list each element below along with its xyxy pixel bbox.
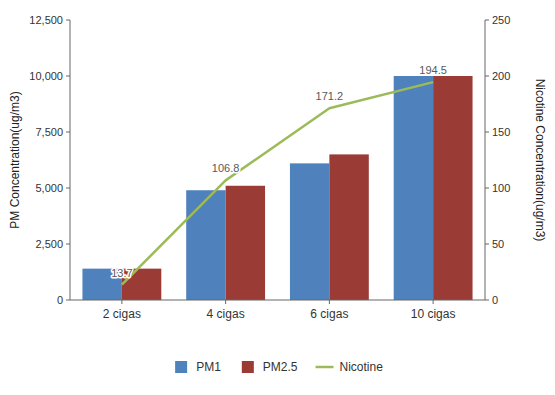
x-tick [225, 300, 226, 304]
x-tick-label: 10 cigas [411, 307, 456, 321]
data-labels: 13.7 106.8 171.2 194.5 [111, 64, 447, 278]
y2-tick [485, 188, 489, 189]
axes: 2 cigas 4 cigas 6 cigas 10 cigas 0 2,500 5,000… [8, 14, 547, 321]
y-tick [66, 76, 70, 77]
y2-tick [485, 132, 489, 133]
legend-label: PM1 [196, 360, 221, 374]
x-tick-label: 6 cigas [310, 307, 348, 321]
legend: PM1 PM2.5 Nicotine [175, 360, 383, 374]
y2-tick [485, 76, 489, 77]
y-tick [66, 244, 70, 245]
y2-tick-label: 200 [492, 70, 510, 82]
y-tick [66, 300, 70, 301]
y2-tick-label: 50 [492, 238, 504, 250]
y-tick [66, 132, 70, 133]
y-tick-label: 7,500 [35, 126, 63, 138]
y-tick-label: 2,500 [35, 238, 63, 250]
data-label: 194.5 [419, 64, 447, 76]
x-tick [329, 300, 330, 304]
y2-tick [485, 300, 489, 301]
y2-tick-label: 100 [492, 182, 510, 194]
y-tick-label: 0 [57, 294, 63, 306]
legend-item: Nicotine [316, 360, 384, 374]
bar [226, 186, 265, 300]
y2-tick [485, 20, 489, 21]
y2-tick-label: 250 [492, 14, 510, 26]
bar [433, 76, 472, 300]
legend-label: PM2.5 [263, 360, 298, 374]
chart: 13.7 106.8 171.2 194.5 2 cigas 4 cigas 6 cigas… [0, 0, 555, 395]
x-tick [121, 300, 122, 304]
y2-axis-line [485, 20, 486, 300]
legend-label: Nicotine [340, 360, 384, 374]
y2-tick [485, 244, 489, 245]
legend-swatch [175, 361, 187, 373]
bar [186, 190, 225, 300]
y-tick [66, 20, 70, 21]
y2-tick-label: 0 [492, 294, 498, 306]
plot-area [82, 76, 472, 300]
x-tick-label: 2 cigas [103, 307, 141, 321]
legend-item: PM1 [175, 360, 221, 374]
legend-swatch [316, 366, 334, 369]
x-axis-line [70, 300, 485, 301]
y-tick-label: 12,500 [29, 14, 63, 26]
x-tick [433, 300, 434, 304]
data-label: 106.8 [212, 162, 240, 174]
y2-tick-label: 150 [492, 126, 510, 138]
bar [394, 76, 433, 300]
bar [290, 163, 329, 300]
bar [329, 154, 368, 300]
legend-item: PM2.5 [242, 360, 298, 374]
y-tick [66, 188, 70, 189]
line [122, 82, 433, 284]
y2-axis-label: Nicotine Concentration(ug/m3) [533, 79, 547, 242]
data-label: 13.7 [111, 267, 132, 279]
legend-swatch [242, 361, 254, 373]
x-tick-label: 4 cigas [207, 307, 245, 321]
y-tick-label: 5,000 [35, 182, 63, 194]
y-axis-label: PM Concentration(ug/m3) [8, 91, 22, 228]
data-label: 171.2 [316, 90, 344, 102]
y-axis-line [70, 20, 71, 300]
y-tick-label: 10,000 [29, 70, 63, 82]
